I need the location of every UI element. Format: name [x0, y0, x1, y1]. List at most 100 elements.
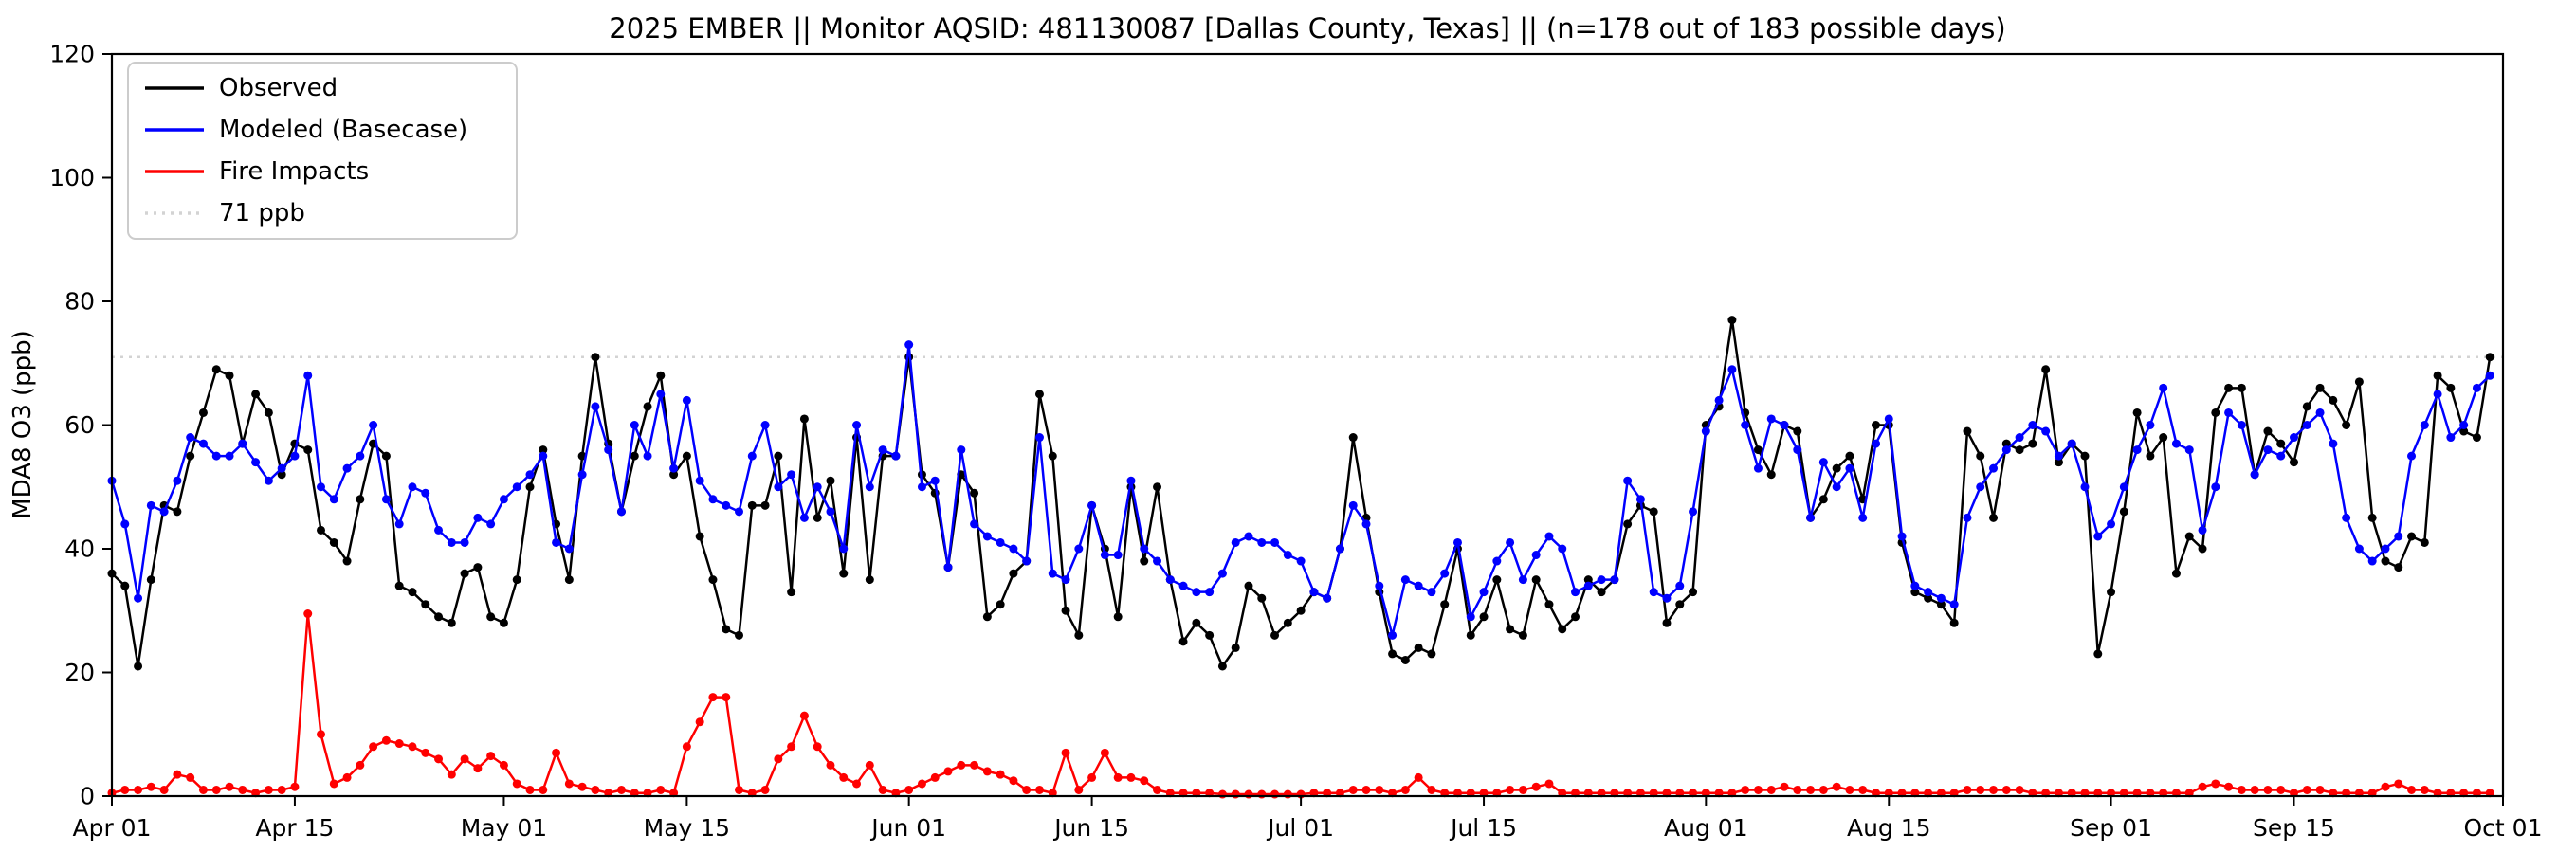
- data-point-observed: [1257, 593, 1267, 603]
- data-point-observed: [2146, 451, 2155, 461]
- data-point-modeled-basecase: [735, 507, 744, 517]
- data-point-observed: [1009, 569, 1018, 578]
- data-point-fire-impacts: [1283, 789, 1292, 799]
- data-point-modeled-basecase: [1192, 588, 1201, 597]
- data-point-observed: [1217, 662, 1227, 671]
- data-point-modeled-basecase: [264, 476, 273, 485]
- data-point-observed: [1205, 630, 1215, 640]
- data-point-modeled-basecase: [1714, 395, 1724, 405]
- data-point-fire-impacts: [198, 785, 208, 794]
- data-point-modeled-basecase: [211, 451, 221, 461]
- data-point-modeled-basecase: [1741, 421, 1750, 429]
- data-point-observed: [1675, 600, 1685, 609]
- data-point-modeled-basecase: [878, 445, 887, 455]
- data-point-fire-impacts: [1348, 785, 1358, 794]
- series-line-fire-impacts: [111, 612, 2491, 796]
- data-point-observed: [2263, 426, 2273, 436]
- data-point-observed: [1479, 612, 1489, 622]
- data-point-observed: [460, 569, 469, 578]
- data-point-modeled-basecase: [1074, 544, 1084, 554]
- data-point-modeled-basecase: [2433, 390, 2442, 399]
- data-point-modeled-basecase: [1858, 513, 1868, 522]
- data-point-modeled-basecase: [1544, 532, 1554, 541]
- data-point-fire-impacts: [957, 760, 966, 770]
- x-tick-label: May 15: [644, 814, 730, 842]
- data-point-modeled-basecase: [1506, 537, 1515, 547]
- data-point-fire-impacts: [2276, 785, 2286, 794]
- data-point-fire-impacts: [760, 785, 770, 794]
- data-point-modeled-basecase: [2041, 426, 2051, 436]
- data-point-observed: [1388, 649, 1398, 659]
- data-point-fire-impacts: [878, 785, 887, 794]
- data-point-observed: [1400, 655, 1410, 664]
- data-point-observed: [2367, 513, 2377, 522]
- data-point-modeled-basecase: [2485, 371, 2494, 380]
- data-point-fire-impacts: [173, 770, 182, 779]
- data-point-fire-impacts: [381, 735, 391, 745]
- data-point-fire-impacts: [342, 772, 352, 782]
- data-point-fire-impacts: [1140, 776, 1149, 786]
- data-point-observed: [774, 451, 783, 461]
- data-point-observed: [2211, 408, 2220, 417]
- data-point-modeled-basecase: [1400, 575, 1410, 585]
- data-point-modeled-basecase: [1558, 544, 1567, 554]
- data-point-observed: [2198, 544, 2207, 554]
- data-point-observed: [251, 390, 261, 399]
- data-point-modeled-basecase: [2184, 445, 2194, 455]
- data-point-observed: [695, 532, 704, 541]
- data-point-observed: [1766, 470, 1776, 480]
- data-point-fire-impacts: [2263, 785, 2273, 794]
- data-point-modeled-basecase: [2015, 433, 2024, 443]
- data-point-modeled-basecase: [2459, 421, 2469, 429]
- x-tick-label: Sep 15: [2253, 814, 2335, 842]
- data-point-observed: [1571, 612, 1580, 622]
- data-point-modeled-basecase: [2146, 421, 2155, 429]
- data-point-observed: [1270, 630, 1280, 640]
- data-point-observed: [303, 445, 313, 455]
- data-point-observed: [434, 612, 444, 622]
- y-tick-label: 120: [49, 41, 95, 68]
- data-point-modeled-basecase: [2067, 439, 2076, 448]
- data-point-modeled-basecase: [421, 488, 430, 498]
- data-point-observed: [146, 575, 155, 585]
- data-point-modeled-basecase: [277, 463, 286, 473]
- data-point-fire-impacts: [1061, 748, 1070, 757]
- data-point-fire-impacts: [473, 764, 483, 773]
- data-point-observed: [1113, 612, 1123, 622]
- legend-label: 71 ppb: [219, 199, 305, 227]
- data-point-fire-impacts: [1361, 785, 1371, 794]
- data-point-fire-impacts: [799, 711, 809, 720]
- data-point-modeled-basecase: [722, 500, 731, 510]
- data-point-modeled-basecase: [1518, 575, 1527, 585]
- data-point-modeled-basecase: [2289, 433, 2298, 443]
- data-point-modeled-basecase: [1571, 588, 1580, 597]
- data-point-fire-impacts: [486, 752, 496, 761]
- data-point-observed: [1348, 433, 1358, 443]
- data-point-modeled-basecase: [1818, 458, 1828, 467]
- data-point-modeled-basecase: [799, 513, 809, 522]
- data-point-modeled-basecase: [1989, 463, 1999, 473]
- data-point-modeled-basecase: [134, 593, 143, 603]
- data-point-modeled-basecase: [1153, 556, 1162, 566]
- data-point-fire-impacts: [369, 742, 378, 752]
- data-point-observed: [1963, 426, 1972, 436]
- data-point-fire-impacts: [591, 785, 600, 794]
- data-point-fire-impacts: [1244, 789, 1253, 799]
- data-point-modeled-basecase: [1897, 532, 1907, 541]
- x-tick-label: Jun 01: [869, 814, 946, 842]
- legend-label: Modeled (Basecase): [219, 116, 467, 144]
- data-point-fire-impacts: [1806, 785, 1816, 794]
- data-point-observed: [2041, 365, 2051, 374]
- data-point-fire-impacts: [303, 609, 313, 619]
- data-point-observed: [2354, 377, 2364, 387]
- data-point-observed: [630, 451, 639, 461]
- data-point-modeled-basecase: [656, 390, 666, 399]
- data-point-modeled-basecase: [2446, 433, 2456, 443]
- data-point-modeled-basecase: [1270, 537, 1280, 547]
- data-point-modeled-basecase: [2211, 482, 2220, 492]
- data-point-fire-impacts: [408, 742, 417, 752]
- data-point-modeled-basecase: [1466, 612, 1475, 622]
- data-point-modeled-basecase: [957, 445, 966, 455]
- data-point-observed: [760, 500, 770, 510]
